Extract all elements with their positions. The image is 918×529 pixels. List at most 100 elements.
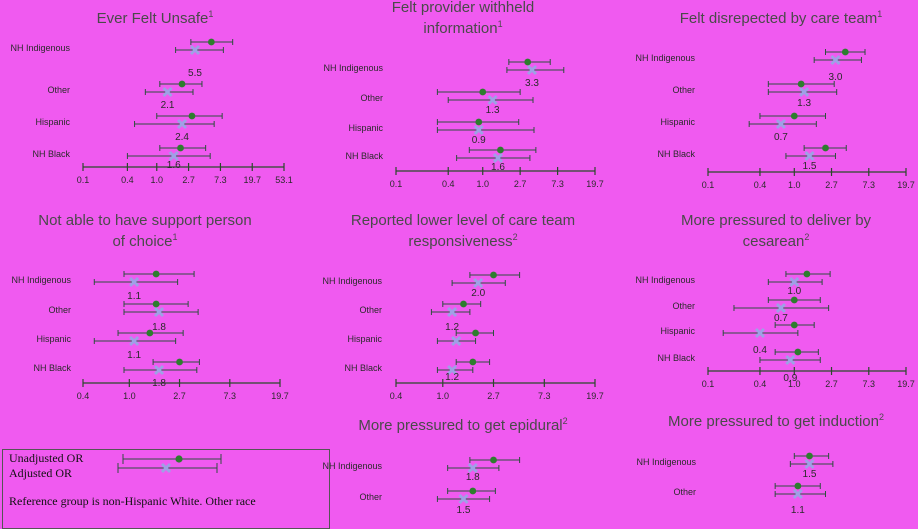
- legend-note: Reference group is non-Hispanic White. O…: [9, 494, 256, 508]
- unadjusted-or-marker: [469, 358, 477, 366]
- panel-title: information1: [423, 19, 502, 37]
- adjusted-or-marker-stroke: [447, 306, 458, 318]
- adjusted-or-marker: [487, 94, 498, 106]
- panel-title: More pressured to deliver by: [681, 212, 872, 229]
- adjusted-or-value-label: 0.9: [783, 373, 797, 384]
- adjusted-or-value-label: 1.1: [127, 291, 141, 302]
- panel-title-superscript: 1: [173, 232, 178, 242]
- adjusted-or-marker: [176, 118, 188, 130]
- adjusted-or-marker-stroke: [129, 276, 140, 288]
- adjusted-or-marker: [168, 150, 179, 162]
- adjusted-or-value-label: 0.7: [774, 132, 788, 143]
- unadjusted-or-marker: [841, 48, 849, 56]
- row-label: Other: [47, 85, 70, 95]
- x-axis-tick-label: 1.0: [123, 391, 136, 401]
- x-axis-tick-label: 19.7: [586, 179, 604, 189]
- adjusted-or-marker-stroke: [451, 335, 462, 347]
- adjusted-or-marker: [799, 86, 810, 98]
- unadjusted-or-marker: [497, 146, 504, 154]
- adjusted-or-marker-stroke: [458, 493, 469, 505]
- adjusted-or-marker: [447, 306, 458, 318]
- row-label: Other: [673, 487, 696, 497]
- adjusted-or-marker-stroke: [804, 458, 815, 470]
- forest-plot-grid: Ever Felt Unsafe1 0.1 0.4 1.0 2.7 7.3 19.7 53.1…: [10, 0, 915, 516]
- row-label: NH Indigenous: [635, 53, 695, 63]
- adjusted-or-marker-stroke: [473, 277, 484, 289]
- unadjusted-or-marker: [152, 270, 160, 278]
- row-label: NH Black: [657, 149, 695, 159]
- unadjusted-or-marker: [806, 452, 813, 460]
- panel-title: Felt disrepected by care team1: [680, 9, 883, 27]
- forest-panel: Ever Felt Unsafe1 0.1 0.4 1.0 2.7 7.3 19.7 53.1…: [10, 9, 292, 185]
- adjusted-or-value-label: 5.5: [188, 68, 202, 79]
- legend-adjusted-marker: [160, 462, 172, 474]
- row-label: Hispanic: [35, 117, 70, 127]
- adjusted-or-marker: [804, 150, 815, 162]
- x-axis-tick-label: 2.7: [173, 391, 186, 401]
- row-label: NH Black: [345, 151, 383, 161]
- adjusted-or-marker: [830, 54, 841, 66]
- unadjusted-or-marker: [475, 118, 483, 126]
- adjusted-or-value-label: 1.5: [803, 469, 817, 480]
- unadjusted-or-marker: [490, 271, 497, 279]
- adjusted-or-value-label: 0.4: [753, 345, 767, 356]
- row-label: Other: [672, 301, 695, 311]
- adjusted-or-marker-stroke: [775, 118, 786, 130]
- forest-panel: Reported lower level of care team respons…: [322, 212, 603, 401]
- adjusted-or-marker: [451, 335, 462, 347]
- forest-panel: Felt provider withheld information1 0.1 0.4…: [323, 0, 603, 189]
- adjusted-or-marker-stroke: [153, 364, 165, 376]
- adjusted-or-value-label: 1.6: [491, 162, 505, 173]
- adjusted-or-value-label: 0.7: [774, 313, 788, 324]
- unadjusted-or-marker: [177, 144, 184, 152]
- x-axis-tick-label: 7.3: [863, 379, 876, 389]
- unadjusted-or-marker: [479, 88, 487, 96]
- unadjusted-or-marker: [469, 487, 477, 495]
- unadjusted-or-marker: [188, 112, 196, 120]
- adjusted-or-marker: [473, 277, 484, 289]
- adjusted-or-value-label: 1.8: [152, 378, 166, 389]
- x-axis-tick-label: 0.4: [754, 180, 767, 190]
- x-axis-tick-label: 0.4: [442, 179, 455, 189]
- x-axis-tick-label: 2.7: [825, 379, 838, 389]
- adjusted-or-marker: [792, 488, 803, 500]
- adjusted-or-marker-stroke: [487, 94, 498, 106]
- unadjusted-or-marker: [472, 329, 479, 337]
- legend-symbols: [117, 454, 222, 474]
- adjusted-or-marker-stroke: [830, 54, 841, 66]
- panel-title: Ever Felt Unsafe1: [97, 9, 214, 27]
- adjusted-or-value-label: 1.1: [127, 350, 141, 361]
- row-label: NH Indigenous: [636, 457, 696, 467]
- unadjusted-or-marker: [790, 112, 798, 120]
- panel-title: Felt provider withheld: [392, 0, 535, 16]
- panel-title: More pressured to get induction2: [668, 412, 884, 430]
- unadjusted-or-marker: [794, 348, 802, 356]
- adjusted-or-marker-stroke: [168, 150, 179, 162]
- adjusted-or-value-label: 1.3: [797, 98, 811, 109]
- unadjusted-or-marker: [207, 38, 215, 46]
- adjusted-or-marker: [775, 118, 786, 130]
- panel-title: More pressured to get epidural2: [358, 416, 567, 434]
- x-axis-tick-label: 19.7: [897, 180, 915, 190]
- unadjusted-or-marker: [790, 296, 798, 304]
- unadjusted-or-marker: [797, 80, 805, 88]
- adjusted-or-value-label: 1.5: [803, 161, 817, 172]
- row-label: Other: [359, 492, 382, 502]
- x-axis-tick-label: 1.0: [788, 180, 801, 190]
- adjusted-or-value-label: 3.0: [829, 72, 843, 83]
- legend-box: Unadjusted OR Adjusted OR Reference grou…: [2, 449, 330, 529]
- row-label: NH Indigenous: [323, 63, 383, 73]
- adjusted-or-marker-stroke: [189, 44, 201, 56]
- legend-unadjusted-label: Unadjusted OR: [9, 451, 84, 465]
- row-label: NH Black: [344, 363, 382, 373]
- forest-panel: More pressured to get induction2 NH Indig…: [636, 412, 884, 516]
- adjusted-or-value-label: 0.9: [472, 135, 486, 146]
- adjusted-or-marker-stroke: [799, 86, 810, 98]
- x-axis-tick-label: 1.0: [151, 175, 164, 185]
- row-label: NH Indigenous: [322, 276, 382, 286]
- row-label: Hispanic: [660, 117, 695, 127]
- panel-title-superscript: 2: [879, 412, 884, 422]
- row-label: NH Indigenous: [635, 275, 695, 285]
- adjusted-or-value-label: 2.4: [175, 132, 189, 143]
- unadjusted-or-marker: [790, 321, 798, 329]
